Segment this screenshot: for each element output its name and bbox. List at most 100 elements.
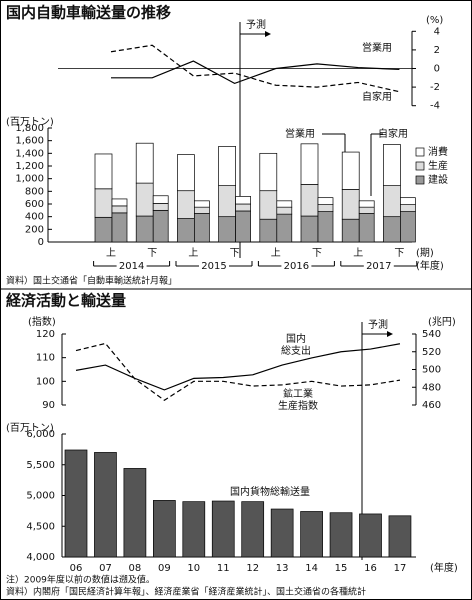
source: 資料）国土交通省「自動車輸送統計月報」 [6,275,177,287]
section-title: 経済活動と輸送量 [6,292,126,310]
x-unit: (年度) [430,561,458,574]
y-tick-label: 90 [42,400,55,411]
bar-segment [94,216,113,243]
x-tick-label: 上 [106,247,116,259]
bar-segment [152,203,169,211]
bar-segment [177,154,195,192]
bar-segment [152,209,169,243]
note: 注）2009年度以前の数値は遡及値。 [6,574,155,586]
bar-segment [300,215,319,243]
x-tick-label: 17 [394,563,407,574]
axis-unit: (兆円) [428,316,456,328]
axis-unit: (%) [426,15,443,26]
bar-segment [276,200,293,208]
bar [270,508,294,558]
series-label: 国内 [286,332,306,345]
y-tick-label: 110 [36,353,55,364]
bar-segment [259,152,278,192]
y-tick-label: 800 [25,186,44,197]
bar-segment [383,185,401,218]
y-tick-label: 1,800 [15,123,44,134]
x-tick-label: 上 [271,247,281,259]
y-tick-label: 4,500 [26,521,55,532]
x-unit: (年度) [416,259,444,272]
bar-segment [317,204,334,212]
bar-segment [194,200,210,208]
y-tick-label: -4 [430,101,440,112]
bar-segment [400,211,416,243]
x-tick-label: 08 [129,563,142,574]
y2-tick-label: 500 [422,365,441,376]
x-tick-label: 下 [312,248,322,259]
bar-segment [341,151,360,190]
axis-unit: (指数) [28,315,56,328]
y-tick-label: 0 [38,237,44,248]
bar-segment [111,198,128,207]
legend-swatch [415,175,425,185]
y-tick-label: 120 [36,329,55,340]
year-label: 2014 [119,261,144,272]
source: 資料）内閣府「国民経済計算年報」、経済産業省「経済産業統計」、国土交通省の各種統… [6,586,366,598]
bar-segment [400,197,416,205]
bar-segment [194,213,210,243]
bar-segment [317,197,334,205]
bar-segment [218,216,236,243]
x-unit: (期) [416,247,434,259]
x-tick-label: 13 [276,563,289,574]
bar-label: 国内貨物総輸送量 [230,485,310,498]
y-tick-label: 4,000 [26,552,55,563]
x-tick-label: 16 [364,563,377,574]
x-tick-label: 11 [217,563,230,574]
bar-segment [383,144,401,186]
bar [182,501,206,558]
y-tick-label: 0 [434,64,440,75]
bar-segment [358,213,375,243]
bar-segment [235,203,251,212]
series-label: 自家用 [362,90,392,103]
x-tick-label: 12 [246,563,259,574]
section-title: 国内自動車輸送量の推移 [6,4,171,22]
y-tick-label: 1,600 [15,136,44,147]
bar [94,452,117,558]
y2-tick-label: 540 [422,329,441,340]
line-series [111,60,400,85]
x-tick-label: 上 [188,247,198,259]
x-tick-label: 15 [335,563,348,574]
y-tick-label: 1,000 [15,174,44,185]
y-tick-label: 5,000 [26,491,55,502]
x-tick-label: 下 [230,248,240,259]
bar-segment [177,218,195,243]
bar-segment [400,204,416,212]
bar-segment [300,143,319,185]
series-label: 鉱工業 [283,387,313,400]
bar-segment [341,218,360,243]
axis-unit: (百万トン) [6,422,54,434]
x-tick-label: 09 [158,563,171,574]
bar-segment [152,195,169,204]
series-label: 総支出 [281,344,311,357]
x-tick-label: 上 [353,247,363,259]
bar-segment [276,213,293,243]
x-tick-label: 07 [99,563,112,574]
y-tick-label: 4 [434,26,440,37]
bar [300,511,323,558]
axis-unit: (百万トン) [6,116,54,128]
legend-label: 建設 [428,173,448,186]
legend-label: 生産 [428,159,448,172]
bar [123,468,147,558]
bar-segment [317,211,334,243]
y-tick-label: 400 [25,212,44,223]
bar-segment [135,215,154,243]
bar-segment [111,212,128,243]
line-series [75,342,401,401]
y-tick-label: 2 [434,45,440,56]
bar-segment [218,185,236,218]
bar [388,515,412,558]
bar-segment [218,146,236,186]
bar-segment [235,196,251,205]
bar-segment [383,216,401,243]
bar-segment [300,184,319,217]
x-tick-label: 下 [147,248,157,259]
bar [359,513,382,558]
y-tick-label: 100 [36,376,55,387]
